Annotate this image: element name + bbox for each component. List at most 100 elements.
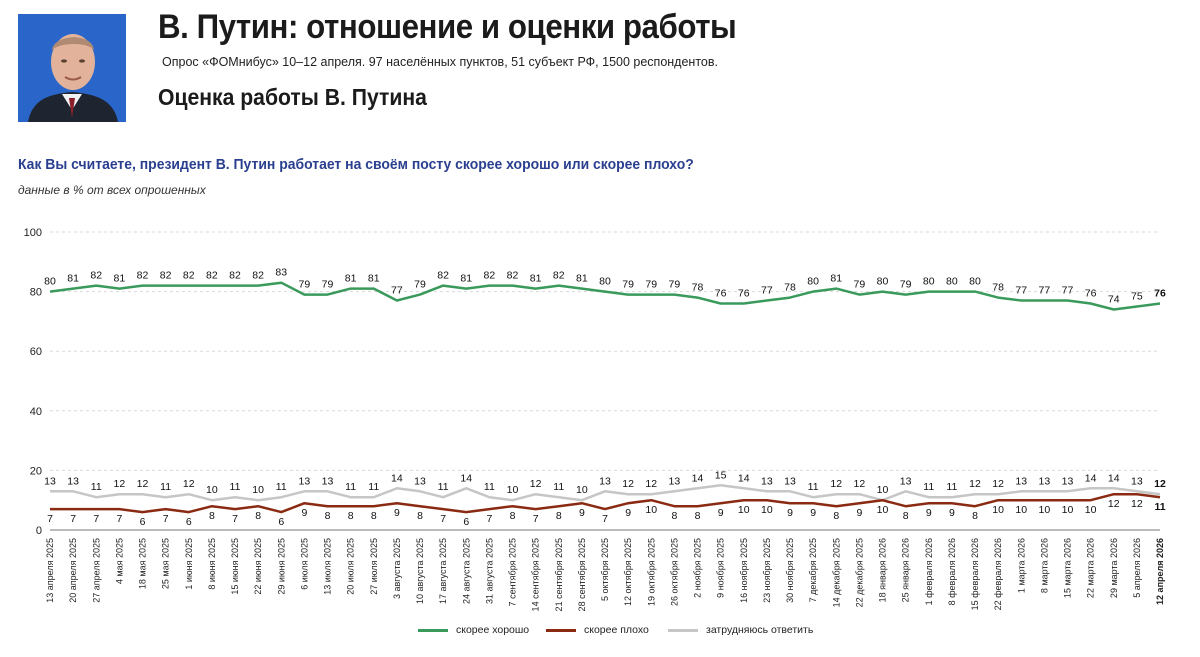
x-tick-label: 16 ноября 2025 [739, 538, 749, 603]
data-label-unsure: 13 [414, 475, 426, 487]
data-label-good: 79 [900, 279, 912, 291]
data-label-unsure: 10 [252, 484, 264, 496]
data-label-unsure: 13 [669, 475, 681, 487]
data-label-good: 80 [969, 276, 981, 288]
data-label-good: 80 [946, 276, 958, 288]
data-label-bad: 7 [163, 513, 169, 525]
data-label-bad: 6 [463, 516, 469, 528]
data-label-good: 77 [1015, 285, 1027, 297]
data-label-bad: 7 [70, 513, 76, 525]
x-tick-label: 1 февраля 2026 [924, 538, 934, 605]
data-label-good: 82 [90, 270, 102, 282]
data-label-bad: 9 [625, 507, 631, 519]
x-tick-label: 8 марта 2026 [1039, 538, 1049, 593]
data-label-bad: 10 [1062, 504, 1074, 516]
series-line [49, 281, 1161, 311]
data-label-unsure: 11 [553, 481, 564, 493]
data-label-unsure: 14 [460, 472, 472, 484]
x-tick-label: 20 июля 2025 [346, 538, 356, 595]
data-label-bad: 7 [533, 513, 539, 525]
data-label-bad: 7 [602, 513, 608, 525]
legend-item-bad: скорее плохо [546, 624, 649, 636]
data-label-good: 79 [854, 279, 866, 291]
data-label-bad: 8 [209, 510, 215, 522]
x-tick-label: 9 ноября 2025 [716, 538, 726, 598]
data-label-bad: 10 [992, 504, 1004, 516]
x-tick-label: 13 июля 2025 [323, 538, 333, 595]
data-label-unsure: 10 [877, 484, 889, 496]
y-tick-label: 60 [30, 346, 42, 358]
data-label-good: 78 [992, 282, 1004, 294]
x-tick-label: 22 декабря 2025 [854, 538, 864, 607]
data-label-good: 81 [114, 273, 126, 285]
x-tick-label: 22 июня 2025 [253, 538, 263, 595]
data-label-good: 82 [137, 270, 149, 282]
data-label-good: 82 [484, 270, 496, 282]
data-label-unsure: 10 [206, 484, 218, 496]
data-label-good: 81 [460, 273, 472, 285]
y-tick-label: 100 [24, 227, 42, 239]
data-label-good: 76 [1085, 288, 1097, 300]
data-label-unsure: 11 [923, 481, 934, 493]
data-label-unsure: 12 [530, 478, 542, 490]
data-label-unsure: 14 [1108, 472, 1120, 484]
x-tick-label: 27 июля 2025 [369, 538, 379, 595]
data-label-bad: 10 [1085, 504, 1097, 516]
data-label-good: 80 [923, 276, 935, 288]
data-label-bad: 10 [738, 504, 750, 516]
data-label-unsure: 13 [761, 475, 773, 487]
data-label-bad: 8 [510, 510, 516, 522]
page-title: В. Путин: отношение и оценки работы [158, 8, 737, 46]
x-tick-label: 7 декабря 2025 [808, 538, 818, 602]
x-tick-label: 15 июня 2025 [230, 538, 240, 595]
data-label-unsure: 13 [784, 475, 796, 487]
data-label-good: 81 [345, 273, 357, 285]
data-label-unsure: 15 [715, 469, 727, 481]
x-tick-label: 22 марта 2026 [1086, 538, 1096, 598]
data-label-unsure: 13 [1062, 475, 1074, 487]
data-label-good: 76 [1154, 288, 1166, 300]
data-label-unsure: 11 [484, 481, 495, 493]
data-label-good: 74 [1108, 293, 1120, 305]
data-label-unsure: 11 [946, 481, 957, 493]
data-label-unsure: 11 [160, 481, 171, 493]
data-label-bad: 9 [301, 507, 307, 519]
data-label-good: 81 [576, 273, 588, 285]
data-label-bad: 8 [371, 510, 377, 522]
data-label-unsure: 10 [576, 484, 588, 496]
x-tick-label: 18 мая 2025 [138, 538, 148, 589]
series-line [50, 492, 1161, 514]
data-label-unsure: 12 [183, 478, 195, 490]
data-label-unsure: 12 [645, 478, 657, 490]
data-label-good: 80 [599, 276, 611, 288]
x-tick-label: 5 октября 2025 [600, 538, 610, 601]
data-label-unsure: 11 [438, 481, 449, 493]
data-label-unsure: 14 [1085, 472, 1097, 484]
x-tick-label: 30 ноября 2025 [785, 538, 795, 603]
x-tick-label: 12 апреля 2026 [1155, 538, 1165, 605]
data-label-good: 80 [877, 276, 889, 288]
data-label-bad: 10 [761, 504, 773, 516]
data-label-good: 82 [252, 270, 264, 282]
data-label-bad: 10 [1039, 504, 1051, 516]
data-label-good: 77 [391, 285, 403, 297]
x-tick-label: 20 апреля 2025 [68, 538, 78, 603]
data-label-bad: 8 [255, 510, 261, 522]
data-label-unsure: 12 [1154, 478, 1166, 490]
data-label-bad: 8 [325, 510, 331, 522]
data-label-unsure: 14 [692, 472, 704, 484]
data-label-unsure: 12 [969, 478, 981, 490]
x-tick-label: 22 февраля 2026 [993, 538, 1003, 610]
y-tick-label: 80 [30, 287, 42, 299]
data-label-unsure: 13 [1131, 475, 1143, 487]
legend-label-good: скорее хорошо [456, 624, 530, 636]
data-label-unsure: 13 [1015, 475, 1027, 487]
data-label-bad: 10 [645, 504, 657, 516]
data-label-unsure: 11 [230, 481, 241, 493]
data-label-good: 82 [206, 270, 218, 282]
x-tick-label: 25 мая 2025 [161, 538, 171, 589]
x-tick-label: 28 сентября 2025 [577, 538, 587, 611]
data-label-good: 81 [368, 273, 380, 285]
data-label-unsure: 13 [599, 475, 611, 487]
data-label-bad: 7 [116, 513, 122, 525]
